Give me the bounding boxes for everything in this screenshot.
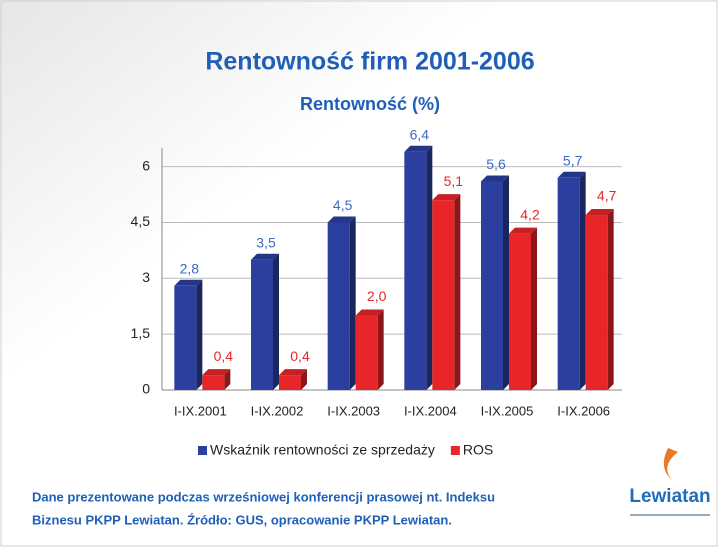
value-label: 4,2: [520, 206, 540, 222]
bar-side: [224, 369, 231, 390]
bar-top: [251, 253, 279, 260]
bar-top: [279, 369, 307, 376]
bar-side: [426, 145, 433, 390]
bar-side: [503, 175, 509, 390]
x-tick-label: I-IX.2001: [174, 403, 227, 418]
value-label: 0,4: [214, 348, 234, 364]
value-label: 4,7: [597, 188, 617, 204]
bar-top: [585, 209, 614, 216]
bar: [557, 177, 580, 390]
note: Dane prezentowane podczas wrześniowej ko…: [32, 489, 495, 504]
bar-top: [404, 145, 433, 152]
bar-side: [273, 253, 279, 390]
bar: [404, 151, 427, 390]
y-tick-label: 3: [142, 269, 150, 285]
note: Biznesu PKPP Lewiatan. Źródło: GUS, opra…: [32, 512, 452, 527]
logo-flame: [663, 448, 678, 480]
y-tick-label: 4,5: [131, 213, 151, 229]
bar-side: [531, 227, 537, 390]
x-tick-label: I-IX.2005: [481, 403, 534, 418]
bar: [585, 215, 608, 390]
bar-top: [174, 279, 203, 286]
bar-side: [454, 194, 461, 390]
bar: [327, 222, 350, 390]
chart-subtitle: Rentowność (%): [300, 94, 440, 114]
bar-top: [327, 216, 356, 223]
bar: [355, 315, 378, 390]
value-label: 5,7: [563, 152, 583, 168]
legend-swatch: [198, 446, 207, 455]
bar: [251, 259, 273, 390]
legend-label: ROS: [463, 442, 493, 458]
chart-title: Rentowność firm 2001-2006: [205, 48, 534, 76]
x-tick-label: I-IX.2006: [557, 403, 610, 418]
x-tick-label: I-IX.2003: [327, 403, 380, 418]
bar-side: [579, 171, 586, 390]
bar-top: [202, 369, 231, 376]
value-label: 2,8: [180, 260, 200, 276]
bar: [432, 200, 455, 390]
bar-top: [557, 171, 586, 178]
bar-side: [607, 209, 614, 390]
y-tick-label: 6: [142, 157, 150, 173]
legend-label: Wskaźnik rentowności ze sprzedaży: [210, 442, 435, 458]
value-label: 2,0: [367, 288, 387, 304]
value-label: 3,5: [256, 234, 276, 250]
bar-top: [432, 194, 461, 201]
value-label: 5,6: [486, 156, 506, 172]
bar: [279, 375, 301, 390]
bar: [174, 285, 197, 390]
logo: Lewiatan: [629, 486, 710, 507]
x-tick-label: I-IX.2002: [251, 403, 304, 418]
bar-top: [355, 309, 384, 316]
bar: [202, 375, 225, 390]
bar: [481, 181, 503, 390]
x-tick-label: I-IX.2004: [404, 403, 457, 418]
value-label: 5,1: [444, 173, 464, 189]
value-label: 6,4: [410, 126, 430, 142]
bar-top: [509, 227, 537, 234]
bar: [509, 233, 531, 390]
bar-side: [301, 369, 307, 390]
y-tick-label: 1,5: [131, 325, 151, 341]
legend-swatch: [450, 446, 460, 455]
y-tick-label: 0: [142, 381, 150, 397]
bar-side: [349, 216, 356, 390]
bar-top: [481, 175, 509, 182]
bar-side: [377, 309, 384, 390]
bar-side: [196, 279, 203, 390]
value-label: 0,4: [290, 348, 310, 364]
value-label: 4,5: [333, 197, 353, 213]
